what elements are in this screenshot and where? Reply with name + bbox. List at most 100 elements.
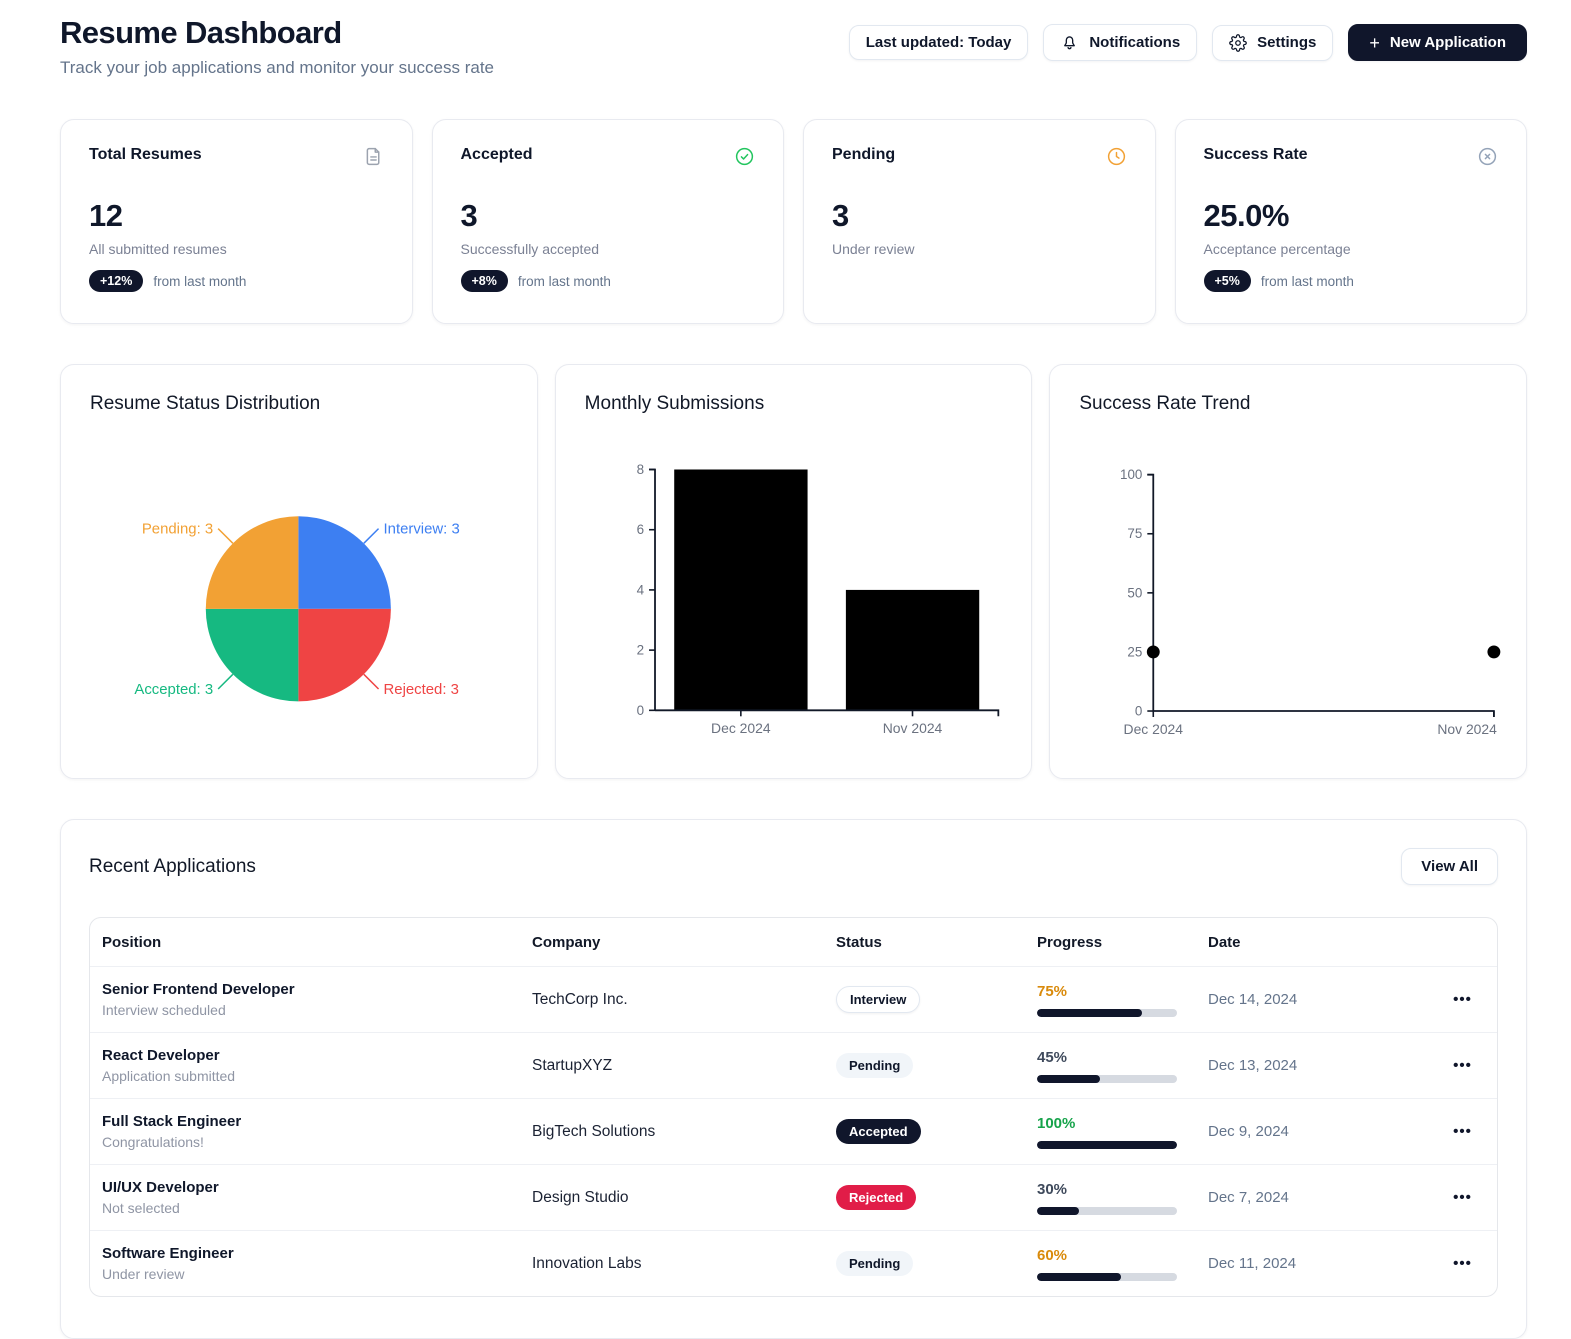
progress-bar-fill [1037,1008,1142,1017]
last-updated-badge: Last updated: Today [848,25,1029,60]
position-note: Congratulations! [102,1134,204,1150]
application-date: Dec 9, 2024 [1208,1123,1289,1140]
position-title: Full Stack Engineer [102,1113,242,1130]
application-date: Dec 13, 2024 [1208,1057,1298,1074]
stat-card: Accepted 3 Successful [431,119,784,324]
row-menu-button[interactable]: ••• [1443,1117,1482,1146]
new-application-button[interactable]: + New Application [1348,24,1527,61]
application-date: Dec 14, 2024 [1208,991,1298,1008]
table-row: Software Engineer Under review Innovatio… [90,1230,1497,1296]
view-all-button[interactable]: View All [1401,848,1498,885]
stat-card-description: Successfully accepted [460,241,600,257]
stat-card: Total Resumes 12 All [60,119,413,324]
gear-icon [1229,33,1247,52]
trend-suffix: from last month [1260,273,1354,289]
application-date: Dec 11, 2024 [1208,1255,1297,1272]
company-name: Design Studio [532,1188,629,1206]
plus-icon: + [1369,32,1380,53]
progress-bar-fill [1037,1206,1079,1215]
stat-card-trend: +12% from last month [89,270,384,292]
page-subtitle: Track your job applications and monitor … [60,58,495,77]
progress-bar [1037,1074,1177,1083]
svg-text:75: 75 [1128,526,1143,541]
company-name: BigTech Solutions [532,1122,656,1140]
pie-chart: Interview: 3 Rejected: 3 Accepted: 3 Pendin… [134,516,460,702]
company-name: StartupXYZ [532,1056,613,1074]
status-badge: Pending [836,1053,914,1078]
svg-text:Dec 2024: Dec 2024 [1124,721,1184,737]
row-menu-button[interactable]: ••• [1443,985,1482,1014]
svg-text:0: 0 [1135,703,1142,718]
position-title: UI/UX Developer [102,1179,219,1196]
progress-percent: 30% [1037,1180,1068,1198]
position-note: Application submitted [102,1068,236,1084]
position-title: Software Engineer [102,1245,234,1262]
stat-card-title: Accepted [460,146,533,163]
bar-chart-card: Monthly Submissions Dec 2024 Nov 2024 0 2 4 6… [554,364,1033,779]
svg-text:6: 6 [636,522,643,537]
stat-card-description: All submitted resumes [89,241,227,257]
progress-bar [1037,1272,1177,1281]
stat-card-value: 3 [460,198,478,233]
application-date: Dec 7, 2024 [1208,1189,1289,1206]
stat-card-title: Success Rate [1203,146,1308,163]
row-menu-button[interactable]: ••• [1443,1183,1482,1212]
x-circle-icon [1478,147,1497,166]
applications-table: Position Company Status Progress Date Se… [89,917,1498,1297]
stat-card-value: 3 [832,198,849,233]
progress-percent: 45% [1037,1048,1068,1066]
stat-card: Success Rate 25.0% Ac [1174,119,1527,324]
stat-card-description: Under review [832,241,915,257]
bar-chart-title: Monthly Submissions [584,393,765,414]
pie-chart-title: Resume Status Distribution [90,393,321,414]
header-text: Resume Dashboard Track your job applicat… [60,14,494,78]
status-badge: Accepted [836,1119,921,1144]
stat-card: Pending 3 Under revie [803,119,1156,324]
recent-applications-title: Recent Applications [89,855,256,877]
row-menu-button[interactable]: ••• [1443,1249,1482,1278]
stat-card-trend: +8% from last month [460,270,756,292]
trend-suffix: from last month [517,273,611,289]
row-menu-button[interactable]: ••• [1443,1051,1482,1080]
svg-text:50: 50 [1128,585,1143,600]
check-circle-icon [735,147,754,166]
trend-badge: +5% [1203,270,1251,292]
stat-card-title: Total Resumes [89,146,202,163]
position-note: Under review [102,1266,185,1282]
trend-chart-card: Success Rate Trend 0 25 50 75 100 Dec 2024 Nov… [1049,364,1528,779]
svg-text:2: 2 [636,643,643,658]
document-icon [366,147,379,166]
trend-chart: 0 25 50 75 100 Dec 2024 Nov 2024 [1120,467,1501,737]
status-badge: Interview [836,986,921,1013]
recent-applications-card: Recent Applications View All Position Co… [60,819,1527,1339]
progress-bar-fill [1037,1074,1100,1083]
table-row: UI/UX Developer Not selected Design Stud… [90,1164,1497,1230]
svg-text:Dec 2024: Dec 2024 [711,720,771,736]
svg-text:100: 100 [1120,467,1142,482]
settings-button[interactable]: Settings [1212,24,1334,61]
trend-badge: +12% [89,270,144,292]
bell-icon [1064,36,1076,50]
svg-text:0: 0 [636,703,643,718]
header-actions: Last updated: Today Notifications Settin… [848,24,1527,61]
position-note: Not selected [102,1200,180,1216]
progress-bar [1037,1008,1177,1017]
svg-text:Rejected: 3: Rejected: 3 [384,681,459,698]
column-header-company: Company [532,933,601,951]
trend-badge: +8% [460,270,508,292]
notifications-button[interactable]: Notifications [1043,24,1198,61]
topbar: Resume Dashboard Track your job applicat… [60,14,1527,78]
progress-percent: 75% [1037,982,1068,1000]
page-title: Resume Dashboard [60,15,342,50]
svg-text:Accepted: 3: Accepted: 3 [134,681,213,698]
column-header-date: Date [1208,933,1241,951]
column-header-status: Status [836,933,882,951]
position-title: React Developer [102,1047,220,1064]
table-row: Senior Frontend Developer Interview sche… [90,966,1497,1032]
status-badge: Rejected [836,1185,917,1210]
bar-chart: Dec 2024 Nov 2024 0 2 4 6 8 [636,462,999,736]
progress-bar-fill [1037,1272,1121,1281]
stat-card-value: 25.0% [1203,198,1290,233]
svg-text:4: 4 [636,582,644,597]
